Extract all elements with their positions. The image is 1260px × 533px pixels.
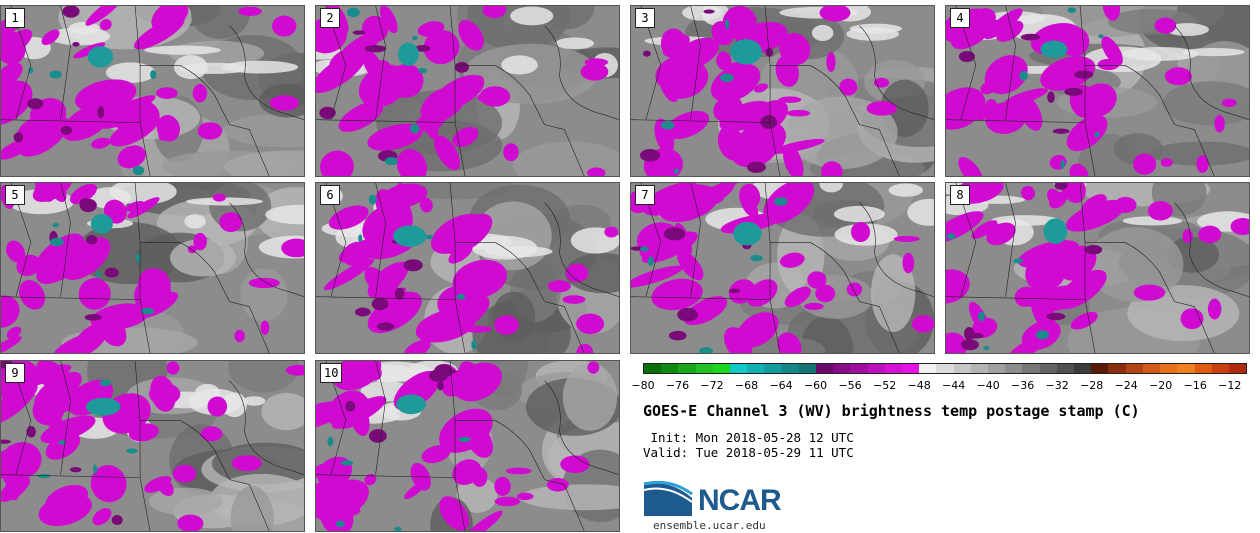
colorbar-tick-label: −72 (700, 379, 724, 392)
colorbar-tick-label: −64 (769, 379, 793, 392)
colorbar-tick-label: −44 (942, 379, 966, 392)
panel-8: 8 (945, 182, 1250, 354)
panel-7: 7 (630, 182, 935, 354)
colorbar-swatch (1005, 364, 1023, 373)
colorbar-swatch (867, 364, 885, 373)
panel-number-label: 5 (5, 185, 25, 205)
colorbar-swatch (1194, 364, 1212, 373)
colorbar-swatch (712, 364, 731, 373)
water-vapor-map (946, 183, 1249, 353)
colorbar-tick-label: −48 (907, 379, 931, 392)
colorbar-tick-label: −68 (734, 379, 759, 392)
panel-number-label: 6 (320, 185, 340, 205)
colorbar-tick-labels: −80 −76 −72 −68 −64 −60 −56 −52 −48 −44 −40 −36 −32−… (631, 379, 1247, 393)
colorbar-swatch (833, 364, 851, 373)
panel-1: 1 (0, 5, 305, 177)
water-vapor-map (1, 361, 304, 531)
colorbar-swatch (1039, 364, 1057, 373)
ncar-logo-text: NCAR (698, 484, 782, 517)
colorbar-tick-label: −24 (1114, 379, 1138, 392)
figure-title: GOES-E Channel 3 (WV) brightness temp po… (643, 402, 1140, 420)
colorbar-swatch (1211, 364, 1229, 373)
colorbar-tick-label: −76 (665, 379, 690, 392)
colorbar-swatch (970, 364, 989, 373)
colorbar-swatch (884, 364, 903, 373)
colorbar-swatch (1177, 364, 1195, 373)
panel-number-label: 2 (320, 8, 340, 28)
panel-10: 10 (315, 360, 620, 532)
colorbar-swatch (988, 364, 1006, 373)
valid-time: Valid: Tue 2018-05-29 11 UTC (643, 445, 854, 460)
panel-number-label: 7 (635, 185, 655, 205)
colorbar (643, 363, 1247, 374)
panel-3: 3 (630, 5, 935, 177)
panel-number-label: 8 (950, 185, 970, 205)
colorbar-tick-label: −28 (1080, 379, 1104, 392)
colorbar-swatch (1108, 364, 1126, 373)
water-vapor-map (316, 183, 619, 353)
panel-2: 2 (315, 5, 620, 177)
colorbar-swatch (816, 364, 834, 373)
panel-number-label: 1 (5, 8, 25, 28)
colorbar-swatch (798, 364, 817, 373)
colorbar-swatch (678, 364, 696, 373)
water-vapor-map (1, 183, 304, 353)
panel-number-label: 3 (635, 8, 655, 28)
colorbar-tick-label: −32 (1045, 379, 1069, 392)
panel-number-label: 9 (5, 363, 25, 383)
panel-number-label: 4 (950, 8, 970, 28)
panel-6: 6 (315, 182, 620, 354)
panel-number-label: 10 (320, 363, 343, 383)
colorbar-swatch (936, 364, 954, 373)
colorbar-tick-label: −60 (803, 379, 828, 392)
website-url: ensemble.ucar.edu (653, 519, 766, 532)
panel-5: 5 (0, 182, 305, 354)
colorbar-swatch (919, 364, 937, 373)
colorbar-swatch (953, 364, 971, 373)
colorbar-swatch (1160, 364, 1178, 373)
colorbar-swatch (661, 364, 679, 373)
water-vapor-map (631, 183, 934, 353)
colorbar-tick-label: −12 (1218, 379, 1242, 392)
colorbar-tick-label: −52 (872, 379, 897, 392)
colorbar-swatch (644, 364, 662, 373)
water-vapor-map (316, 6, 619, 176)
water-vapor-map (946, 6, 1249, 176)
colorbar-swatch (781, 364, 799, 373)
colorbar-swatch (1022, 364, 1040, 373)
panel-9: 9 (0, 360, 305, 532)
water-vapor-map (316, 361, 619, 531)
colorbar-tick-label: −40 (976, 379, 1000, 392)
colorbar-swatch (695, 364, 713, 373)
water-vapor-map (1, 6, 304, 176)
colorbar-tick-label: −56 (838, 379, 862, 392)
colorbar-swatch (1142, 364, 1161, 373)
colorbar-tick-label: −20 (1149, 379, 1173, 392)
colorbar-swatch (1228, 364, 1247, 373)
colorbar-tick-label: −16 (1183, 379, 1207, 392)
colorbar-swatch (902, 364, 920, 373)
init-time: Init: Mon 2018-05-28 12 UTC (643, 430, 854, 445)
colorbar-swatch (730, 364, 748, 373)
colorbar-swatch (1091, 364, 1109, 373)
colorbar-swatch (1056, 364, 1075, 373)
water-vapor-map (631, 6, 934, 176)
ncar-logo-icon (643, 480, 693, 516)
panel-4: 4 (945, 5, 1250, 177)
colorbar-tick-label: −80 (631, 379, 655, 392)
colorbar-tick-label: −36 (1011, 379, 1035, 392)
colorbar-swatch (1125, 364, 1143, 373)
colorbar-swatch (764, 364, 782, 373)
colorbar-swatch (747, 364, 765, 373)
colorbar-swatch (1074, 364, 1092, 373)
colorbar-swatch (850, 364, 868, 373)
